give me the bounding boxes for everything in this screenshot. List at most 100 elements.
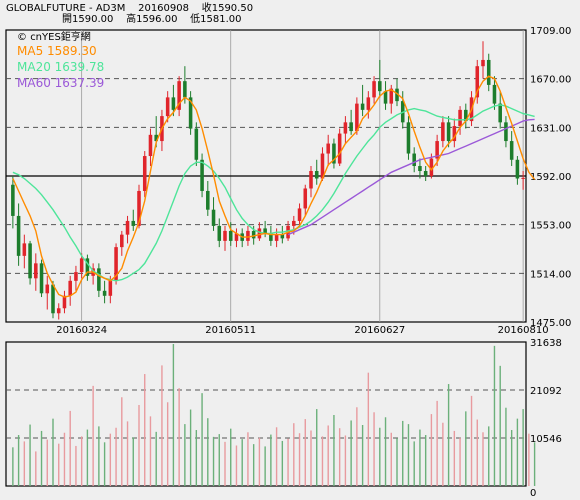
candle-body [429, 158, 434, 176]
candle-body [45, 284, 50, 294]
candle-body [475, 66, 480, 98]
candle-body [234, 233, 239, 241]
candle-body [441, 122, 445, 142]
candle-body [292, 220, 296, 226]
candle-body [56, 308, 61, 314]
candle-body [337, 133, 342, 164]
candle-body [194, 128, 199, 160]
close-price: 收1590.50 [201, 3, 254, 14]
watermark: © cnYES鉅亨網 [17, 32, 91, 43]
candle-body [343, 122, 348, 134]
candle-body [171, 97, 176, 110]
candle-body [269, 233, 273, 241]
chart-header-line1: GLOBALFUTURE - AD3M 20160908 收1590.50 [6, 3, 253, 14]
open-price: 開1590.00 [62, 14, 114, 25]
candle-body [498, 103, 502, 123]
candle-body [85, 258, 90, 276]
candle-body [481, 59, 485, 67]
x-tick-label: 20160511 [205, 325, 256, 336]
candle-body [34, 263, 38, 279]
candle-body [148, 134, 153, 157]
volume-tick-label: 0 [530, 488, 536, 499]
candle-body [458, 109, 462, 127]
candle-body [274, 234, 279, 241]
candle-body [62, 295, 67, 309]
candle-body [137, 190, 141, 226]
candle-body [228, 230, 233, 241]
candle-body [509, 141, 514, 160]
candle-body [154, 134, 158, 142]
candle-body [492, 84, 497, 104]
candle-body [177, 81, 181, 110]
candle-body [446, 122, 451, 142]
copyright-icon: © [17, 32, 27, 43]
symbol-title: GLOBALFUTURE - AD3M [6, 3, 126, 14]
candle-body [217, 225, 222, 241]
ma5-line [12, 75, 536, 298]
candle-body [200, 159, 204, 191]
candle-body [120, 234, 124, 248]
candle-body [102, 290, 107, 296]
candle-body [79, 258, 84, 273]
candle-body [22, 243, 27, 256]
volume-tick-label: 21092 [530, 386, 562, 397]
candle-body [28, 243, 32, 279]
candle-body [418, 166, 422, 172]
legend-ma20: MA20 1639.78 [17, 60, 105, 74]
candle-body [521, 177, 525, 179]
candle-body [206, 190, 210, 210]
candle-body [423, 171, 428, 176]
candle-body [378, 81, 382, 92]
candle-body [332, 143, 336, 164]
ma60-line [287, 118, 535, 236]
ma20-line [12, 104, 535, 282]
candle-body [355, 103, 359, 132]
candle-body [16, 215, 21, 256]
candle-body [142, 156, 147, 191]
candle-body [263, 228, 267, 234]
candle-body [326, 143, 330, 154]
candle-body [211, 209, 216, 226]
candle-body [452, 126, 457, 142]
volume-tick-label: 31638 [530, 338, 562, 349]
x-tick-label: 20160810 [498, 325, 549, 336]
candle-body [303, 188, 308, 209]
candle-body [412, 153, 416, 167]
candle-body [395, 88, 399, 102]
date-label: 20160908 [138, 3, 189, 14]
candle-body [320, 153, 325, 179]
legend-ma5: MA5 1589.30 [17, 44, 97, 58]
candle-body [486, 59, 491, 85]
legend-ma60: MA60 1637.39 [17, 76, 105, 90]
candle-body [297, 208, 302, 221]
volume-tick-label: 10546 [530, 434, 562, 445]
candle-body [515, 159, 520, 179]
high-price: 高1596.00 [126, 14, 178, 25]
candle-body [435, 141, 439, 159]
candle-body [372, 81, 376, 98]
candle-body [165, 97, 170, 117]
candle-body [360, 103, 365, 110]
candle-body [223, 230, 227, 241]
candle-body [188, 97, 193, 129]
candle-body [257, 228, 262, 239]
candle-body [108, 280, 113, 296]
candle-body [246, 230, 250, 241]
y-tick-label: 1475.00 [530, 318, 571, 329]
candle-body [74, 272, 78, 281]
candle-body [383, 91, 388, 104]
candle-body [39, 263, 44, 294]
candle-body [280, 234, 285, 239]
candle-body [366, 97, 371, 110]
x-tick-label: 20160627 [354, 325, 405, 336]
candle-body [309, 171, 313, 189]
candle-body [349, 122, 353, 132]
y-tick-label: 1631.00 [530, 123, 571, 134]
watermark-text: cnYES鉅亨網 [30, 32, 91, 43]
x-tick-label: 20160324 [56, 325, 107, 336]
candle-body [51, 284, 55, 314]
chart-header-line2: 開1590.00 高1596.00 低1581.00 [62, 14, 242, 25]
candle-body [464, 109, 468, 122]
candle-body [11, 184, 15, 216]
